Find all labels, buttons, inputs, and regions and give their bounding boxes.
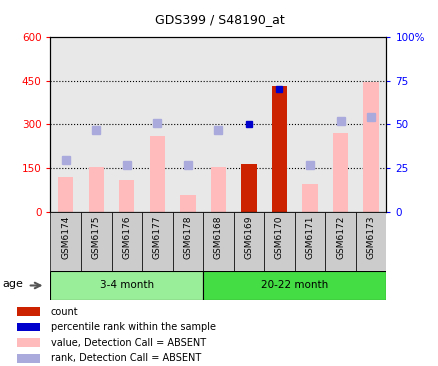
Bar xyxy=(264,212,294,271)
Bar xyxy=(58,177,73,212)
Text: GDS399 / S48190_at: GDS399 / S48190_at xyxy=(154,12,284,26)
Text: GSM6177: GSM6177 xyxy=(152,215,162,259)
Text: 20-22 month: 20-22 month xyxy=(261,280,328,291)
Text: GSM6169: GSM6169 xyxy=(244,215,253,259)
Bar xyxy=(142,212,172,271)
Bar xyxy=(17,339,40,347)
Text: GSM6178: GSM6178 xyxy=(183,215,192,259)
Bar xyxy=(50,212,81,271)
Text: value, Detection Call = ABSENT: value, Detection Call = ABSENT xyxy=(51,338,205,348)
Bar xyxy=(325,212,355,271)
Bar xyxy=(50,37,81,212)
Bar xyxy=(50,271,203,300)
Bar xyxy=(241,164,256,212)
Bar xyxy=(111,37,142,212)
Bar xyxy=(180,195,195,212)
Bar xyxy=(119,180,134,212)
Bar xyxy=(325,37,355,212)
Bar xyxy=(233,212,264,271)
Text: rank, Detection Call = ABSENT: rank, Detection Call = ABSENT xyxy=(51,353,201,363)
Bar xyxy=(355,37,385,212)
Bar xyxy=(17,354,40,362)
Bar xyxy=(264,37,294,212)
Bar xyxy=(142,37,172,212)
Text: GSM6168: GSM6168 xyxy=(213,215,223,259)
Bar xyxy=(233,37,264,212)
Text: GSM6175: GSM6175 xyxy=(92,215,101,259)
Text: GSM6173: GSM6173 xyxy=(366,215,374,259)
Bar xyxy=(332,133,347,212)
Bar xyxy=(81,37,111,212)
Bar xyxy=(271,86,286,212)
Bar xyxy=(88,167,104,212)
Bar xyxy=(210,167,226,212)
Text: 3-4 month: 3-4 month xyxy=(99,280,154,291)
Bar xyxy=(203,212,233,271)
Text: GSM6172: GSM6172 xyxy=(335,215,344,259)
Bar xyxy=(294,212,325,271)
Bar xyxy=(203,271,385,300)
Bar xyxy=(111,212,142,271)
Text: GSM6171: GSM6171 xyxy=(305,215,314,259)
Text: age: age xyxy=(3,279,23,289)
Text: count: count xyxy=(51,307,78,317)
Bar xyxy=(17,323,40,331)
Bar xyxy=(81,212,111,271)
Bar xyxy=(363,82,378,212)
Bar xyxy=(17,307,40,316)
Bar xyxy=(149,136,165,212)
Text: GSM6170: GSM6170 xyxy=(274,215,283,259)
Bar xyxy=(355,212,385,271)
Bar xyxy=(302,184,317,212)
Text: percentile rank within the sample: percentile rank within the sample xyxy=(51,322,215,332)
Bar xyxy=(203,37,233,212)
Bar xyxy=(172,37,203,212)
Bar xyxy=(172,212,203,271)
Bar xyxy=(294,37,325,212)
Text: GSM6174: GSM6174 xyxy=(61,215,70,259)
Text: GSM6176: GSM6176 xyxy=(122,215,131,259)
